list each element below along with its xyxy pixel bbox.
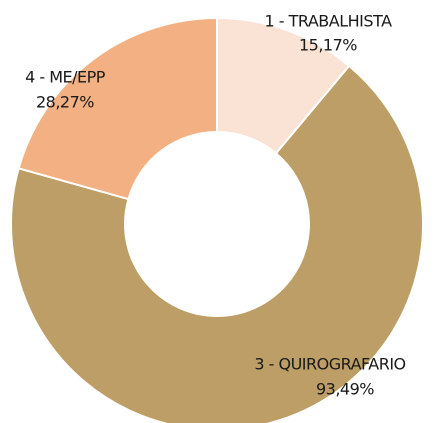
slice-label: 3 - QUIROGRAFARIO [254, 355, 405, 374]
slice-value-label: 15,17% [299, 36, 357, 55]
slice-label: 1 - TRABALHISTA [264, 12, 392, 31]
slice-value-label: 28,27% [36, 93, 94, 112]
slice-value-label: 93,49% [316, 380, 374, 399]
donut-slice [17, 16, 218, 201]
donut-slice [10, 64, 424, 423]
slice-label: 4 - ME/EPP [25, 68, 106, 87]
